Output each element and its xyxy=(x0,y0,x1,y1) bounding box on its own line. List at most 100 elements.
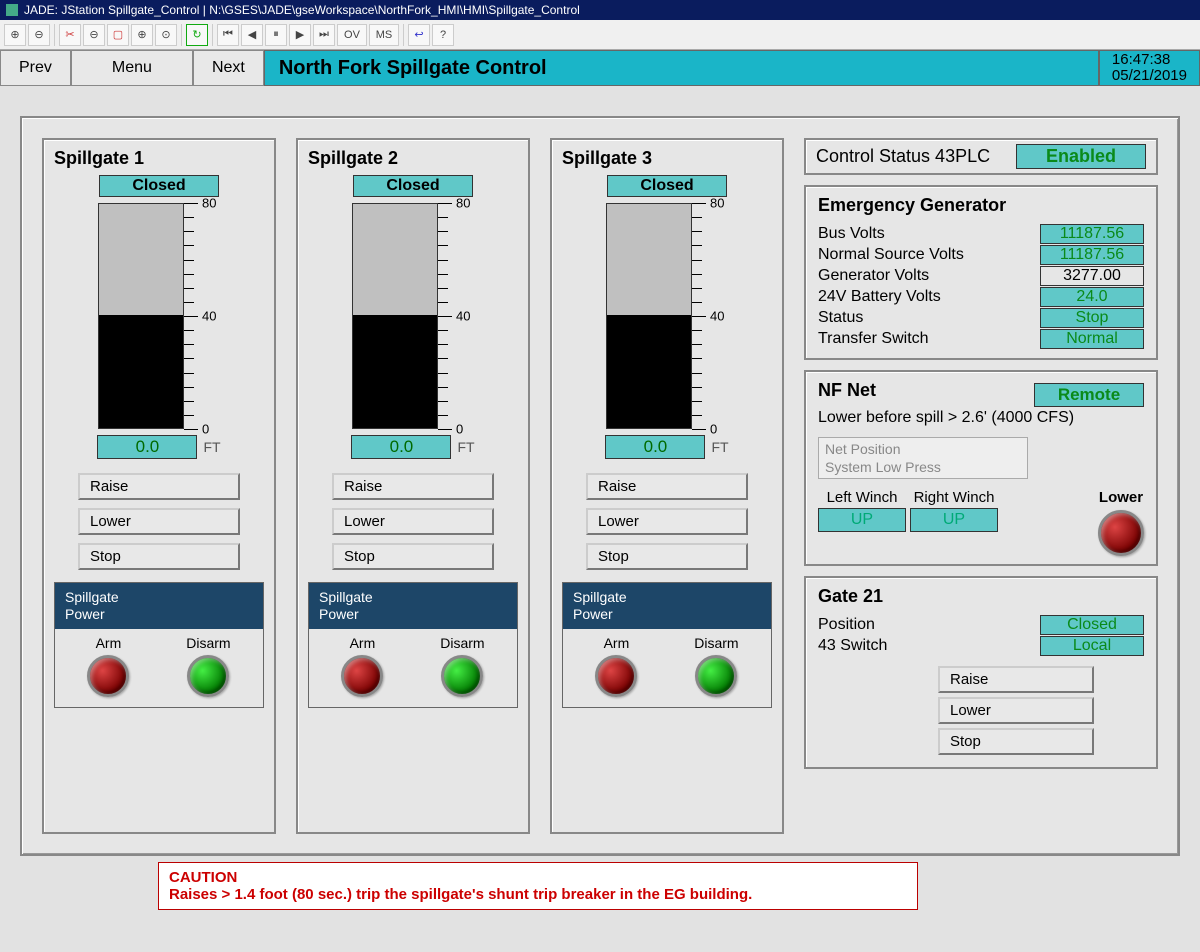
spillgate-1-lower-button[interactable]: Lower xyxy=(78,508,240,535)
header-bar: Prev Menu Next North Fork Spillgate Cont… xyxy=(0,50,1200,86)
nfnet-title: NF Net xyxy=(818,380,1034,401)
spillgate-1-disarm[interactable]: Disarm xyxy=(186,635,230,697)
eg-row-0-value: 11187.56 xyxy=(1040,224,1144,244)
spillgate-2: Spillgate 2 Closed 04080 0.0 FT Raise Lo… xyxy=(296,138,530,834)
tool-zoom-in-icon[interactable]: ⊕ xyxy=(4,24,26,46)
eg-row-5: Transfer Switch Normal xyxy=(818,329,1144,349)
control-status-value: Enabled xyxy=(1016,144,1146,169)
caution-text: Raises > 1.4 foot (80 sec.) trip the spi… xyxy=(169,886,752,903)
emergency-generator-panel: Emergency Generator Bus Volts 11187.56 N… xyxy=(804,185,1158,360)
spillgate-1-reading: 0.0 xyxy=(97,435,197,459)
gate21-panel: Gate 21 Position Closed 43 Switch Local … xyxy=(804,576,1158,769)
nfnet-note: Lower before spill > 2.6' (4000 CFS) xyxy=(818,409,1144,427)
eg-row-3-value: 24.0 xyxy=(1040,287,1144,307)
spillgate-3-power-header: SpillgatePower xyxy=(563,583,771,629)
spillgate-2-power-header: SpillgatePower xyxy=(309,583,517,629)
spillgate-1-power-header: SpillgatePower xyxy=(55,583,263,629)
spillgate-1-arm[interactable]: Arm xyxy=(87,635,129,697)
tool-back-icon[interactable]: ↩ xyxy=(408,24,430,46)
right-winch-label: Right Winch xyxy=(910,489,998,506)
spillgate-3-power: SpillgatePower Arm Disarm xyxy=(562,582,772,708)
left-winch-value: UP xyxy=(818,508,906,532)
tool-ms-button[interactable]: MS xyxy=(369,24,399,46)
spillgate-3: Spillgate 3 Closed 04080 0.0 FT Raise Lo… xyxy=(550,138,784,834)
eg-row-3-label: 24V Battery Volts xyxy=(818,288,1040,306)
tool-next-icon[interactable]: ▶ xyxy=(289,24,311,46)
tool-pause-icon[interactable]: ⏸ xyxy=(265,24,287,46)
spillgate-3-arm[interactable]: Arm xyxy=(595,635,637,697)
spillgate-3-status: Closed xyxy=(607,175,727,197)
nfnet-inset2: System Low Press xyxy=(825,458,1021,476)
spillgate-2-disarm[interactable]: Disarm xyxy=(440,635,484,697)
tool-target-icon[interactable]: ⊙ xyxy=(155,24,177,46)
gate21-lower-button[interactable]: Lower xyxy=(938,697,1094,724)
nfnet-inset1: Net Position xyxy=(825,440,1021,458)
arm-lamp-icon xyxy=(341,655,383,697)
spillgate-2-raise-button[interactable]: Raise xyxy=(332,473,494,500)
eg-row-4-value: Stop xyxy=(1040,308,1144,328)
left-winch: Left Winch UP xyxy=(818,489,906,532)
spillgate-3-raise-button[interactable]: Raise xyxy=(586,473,748,500)
nfnet-panel: NF Net Remote Lower before spill > 2.6' … xyxy=(804,370,1158,566)
spillgate-3-disarm[interactable]: Disarm xyxy=(694,635,738,697)
spillgate-1-stop-button[interactable]: Stop xyxy=(78,543,240,570)
spillgate-2-arm[interactable]: Arm xyxy=(341,635,383,697)
gate21-raise-button[interactable]: Raise xyxy=(938,666,1094,693)
spillgate-2-power: SpillgatePower Arm Disarm xyxy=(308,582,518,708)
spillgate-3-title: Spillgate 3 xyxy=(562,148,772,169)
gate21-switch-label: 43 Switch xyxy=(818,637,1040,655)
spillgate-2-status: Closed xyxy=(353,175,473,197)
next-button[interactable]: Next xyxy=(193,50,264,86)
tool-cut-icon[interactable]: ✂ xyxy=(59,24,81,46)
lower-label: Lower xyxy=(1098,489,1144,506)
clock-date: 05/21/2019 xyxy=(1112,68,1187,85)
prev-button[interactable]: Prev xyxy=(0,50,71,86)
tool-ov-button[interactable]: OV xyxy=(337,24,367,46)
lower-lamp-icon xyxy=(1098,510,1144,556)
spillgate-1-gauge: 04080 xyxy=(98,203,220,429)
caution-header: CAUTION xyxy=(169,869,907,886)
spillgate-2-title: Spillgate 2 xyxy=(308,148,518,169)
eg-row-0: Bus Volts 11187.56 xyxy=(818,224,1144,244)
eg-row-0-label: Bus Volts xyxy=(818,225,1040,243)
eg-row-3: 24V Battery Volts 24.0 xyxy=(818,287,1144,307)
spillgate-3-unit: FT xyxy=(711,439,728,455)
control-status-row: Control Status 43PLC Enabled xyxy=(804,138,1158,175)
spillgate-2-lower-button[interactable]: Lower xyxy=(332,508,494,535)
eg-row-5-value: Normal xyxy=(1040,329,1144,349)
right-winch-value: UP xyxy=(910,508,998,532)
spillgate-1-raise-button[interactable]: Raise xyxy=(78,473,240,500)
tool-first-icon[interactable]: ⏮ xyxy=(217,24,239,46)
tool-zoom-out2-icon[interactable]: ⊖ xyxy=(83,24,105,46)
tool-prev-icon[interactable]: ◀ xyxy=(241,24,263,46)
tool-zoom-in2-icon[interactable]: ⊕ xyxy=(131,24,153,46)
tool-zoom-out-icon[interactable]: ⊖ xyxy=(28,24,50,46)
tool-select-icon[interactable]: ▢ xyxy=(107,24,129,46)
spillgate-3-lower-button[interactable]: Lower xyxy=(586,508,748,535)
spillgate-1: Spillgate 1 Closed 04080 0.0 FT Raise Lo… xyxy=(42,138,276,834)
lower-indicator: Lower xyxy=(1098,489,1144,556)
menu-button[interactable]: Menu xyxy=(71,50,193,86)
gate21-stop-button[interactable]: Stop xyxy=(938,728,1094,755)
eg-row-2-label: Generator Volts xyxy=(818,267,1040,285)
tool-refresh-icon[interactable]: ↻ xyxy=(186,24,208,46)
spillgate-1-power: SpillgatePower Arm Disarm xyxy=(54,582,264,708)
spillgate-2-stop-button[interactable]: Stop xyxy=(332,543,494,570)
toolbar: ⊕ ⊖ ✂ ⊖ ▢ ⊕ ⊙ ↻ ⏮ ◀ ⏸ ▶ ⏭ OV MS ↩ ? xyxy=(0,20,1200,50)
arm-lamp-icon xyxy=(87,655,129,697)
spillgate-3-stop-button[interactable]: Stop xyxy=(586,543,748,570)
eg-title: Emergency Generator xyxy=(818,195,1144,216)
eg-row-4: Status Stop xyxy=(818,308,1144,328)
spillgate-1-unit: FT xyxy=(203,439,220,455)
nfnet-mode: Remote xyxy=(1034,383,1144,407)
control-status-label: Control Status 43PLC xyxy=(816,146,1000,167)
disarm-lamp-icon xyxy=(441,655,483,697)
tool-help-icon[interactable]: ? xyxy=(432,24,454,46)
right-column: Control Status 43PLC Enabled Emergency G… xyxy=(804,138,1158,834)
eg-row-2-value: 3277.00 xyxy=(1040,266,1144,286)
right-winch: Right Winch UP xyxy=(910,489,998,532)
spillgate-3-reading: 0.0 xyxy=(605,435,705,459)
tool-last-icon[interactable]: ⏭ xyxy=(313,24,335,46)
gate21-title: Gate 21 xyxy=(818,586,1144,607)
eg-row-5-label: Transfer Switch xyxy=(818,330,1040,348)
